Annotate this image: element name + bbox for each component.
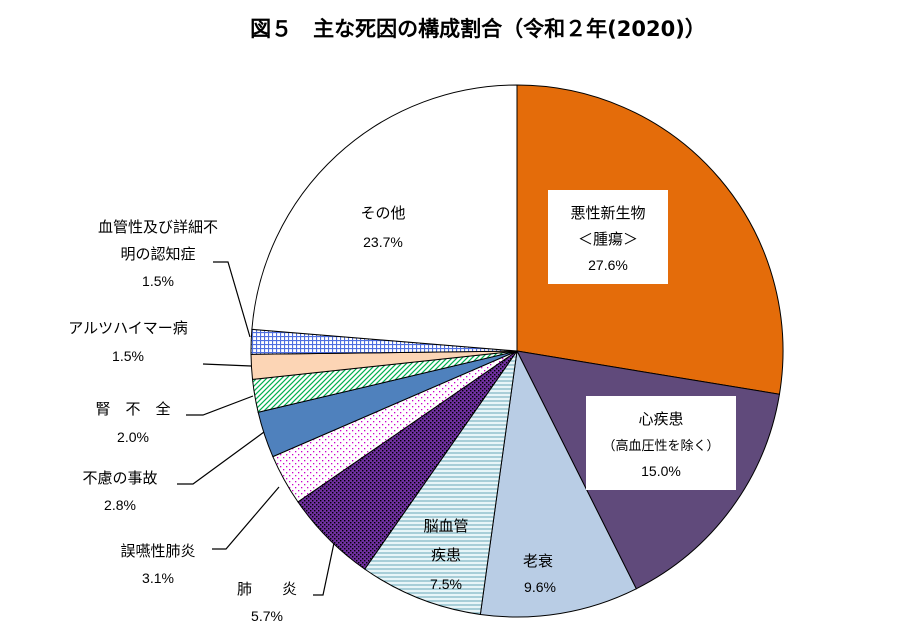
label-senility-name: 老衰 [523,552,553,570]
pie-slices [250,84,784,618]
label-dementia-name: 血管性及び詳細不 [98,218,218,236]
pie-slice-3 [364,350,518,616]
label-heart-name-line2: （高血圧性を除く） [602,438,719,454]
label-dementia-name-line2: 明の認知症 [120,245,195,263]
label-cerebro-name: 脳血管 [423,517,468,535]
label-aspiration-value: 3.1% [142,570,174,586]
pie-slice-2 [479,349,637,618]
label-box-heart [586,396,736,490]
label-kidney-value: 2.0% [117,429,149,445]
label-dementia-value: 1.5% [142,273,174,289]
label-heart-value: 15.0% [641,463,681,479]
label-kidney-name: 腎 不 全 [95,400,170,418]
pie-slice-10 [251,84,518,352]
label-pneumonia-name: 肺 炎 [237,580,297,598]
label-pneumonia-value: 5.7% [251,608,283,624]
label-accident-value: 2.8% [104,497,136,513]
label-other-name: その他 [360,204,405,222]
label-other-value: 23.7% [363,234,403,250]
label-cerebro-value: 7.5% [430,576,462,592]
label-aspiration-name: 誤嚥性肺炎 [120,542,195,560]
label-malignant-value: 27.6% [588,257,628,273]
label-heart-name: 心疾患 [638,410,683,428]
label-alzheimer-value: 1.5% [112,348,144,364]
label-senility-value: 9.6% [524,579,556,595]
label-malignant-name-line2: ＜腫瘍＞ [578,230,638,248]
chart-title: 図５ 主な死因の構成割合（令和２年(2020)） [250,17,706,41]
label-malignant-name: 悪性新生物 [570,204,645,222]
leader-line-aspiration [212,486,280,550]
leader-line-pneumonia [313,542,335,596]
leader-line-kidney [186,395,254,416]
leader-line-alzheimer [202,363,252,367]
leader-lines [177,261,335,596]
label-alzheimer-name: アルツハイマー病 [68,319,188,337]
leader-line-accident [177,431,265,485]
leader-line-dementia [213,261,251,338]
label-cerebro-name-line2: 疾患 [431,546,461,564]
label-box-malignant [548,190,668,284]
label-accident-name: 不慮の事故 [82,469,157,487]
